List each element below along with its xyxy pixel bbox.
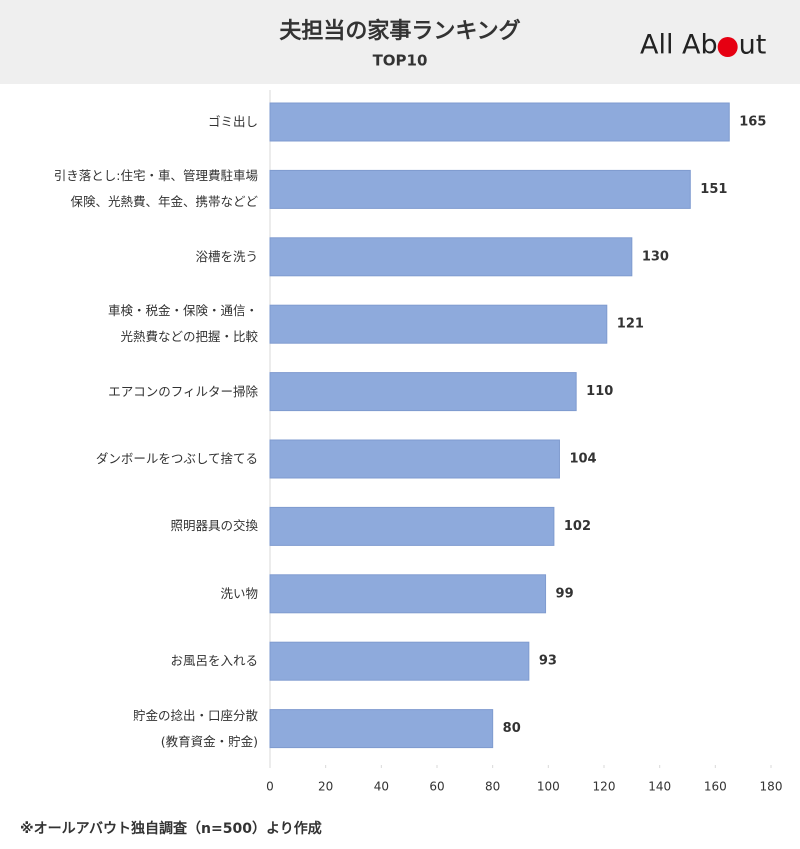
value-label: 121	[617, 317, 644, 332]
bar	[269, 304, 608, 344]
bar	[269, 102, 730, 142]
y-tick-label: お風呂を入れる	[170, 653, 258, 669]
logo-text: All Ab	[640, 30, 718, 61]
y-tick-label: ダンボールをつぶして捨てる	[95, 451, 258, 466]
bar	[269, 169, 691, 209]
y-tick-label: ゴミ出し	[207, 114, 258, 129]
x-tick-label: 100	[537, 780, 560, 794]
value-label: 165	[739, 115, 766, 130]
x-tick-label: 60	[429, 780, 444, 794]
value-label: 151	[700, 182, 727, 197]
x-tick-label: 180	[760, 780, 783, 794]
x-tick-label: 40	[374, 780, 389, 794]
bar	[269, 506, 555, 546]
y-tick-label: 洗い物	[220, 585, 258, 601]
logo-text: ut	[739, 30, 767, 61]
header-band	[0, 0, 800, 84]
value-label: 99	[556, 586, 574, 601]
bar	[269, 372, 577, 412]
x-tick-label: 20	[318, 780, 333, 794]
chart-subtitle: TOP10	[373, 52, 428, 70]
y-tick-label: エアコンのフィルター掃除	[108, 383, 258, 399]
y-tick-label: 引き落とし:住宅・車、管理費駐車場 保険、光熱費、年金、携帯などど	[53, 168, 258, 210]
x-tick-label: 160	[704, 780, 727, 794]
logo-dot	[717, 37, 738, 57]
value-label: 102	[564, 519, 591, 534]
bar	[269, 574, 547, 614]
value-label: 104	[569, 452, 596, 467]
y-tick-label: 貯金の捻出・口座分散 (教育資金・貯金)	[132, 707, 258, 749]
bar	[269, 439, 560, 479]
x-tick-label: 0	[266, 780, 274, 794]
chart-title: 夫担当の家事ランキング	[279, 18, 520, 44]
bar	[269, 641, 530, 681]
y-tick-label: 照明器具の交換	[170, 518, 258, 534]
x-tick-label: 140	[648, 780, 671, 794]
value-label: 80	[503, 721, 521, 736]
x-tick-label: 120	[593, 780, 616, 794]
value-label: 130	[642, 249, 669, 264]
value-label: 110	[586, 384, 613, 399]
value-label: 93	[539, 654, 557, 669]
x-tick-label: 80	[485, 780, 500, 794]
bar	[269, 709, 494, 749]
bar	[269, 237, 633, 277]
y-tick-label: 浴槽を洗う	[195, 248, 258, 264]
footnote: ※オールアバウト独自調査（n=500）より作成	[20, 820, 322, 837]
y-tick-label: 車検・税金・保険・通信・ 光熱費などの把握・比較	[107, 303, 258, 345]
